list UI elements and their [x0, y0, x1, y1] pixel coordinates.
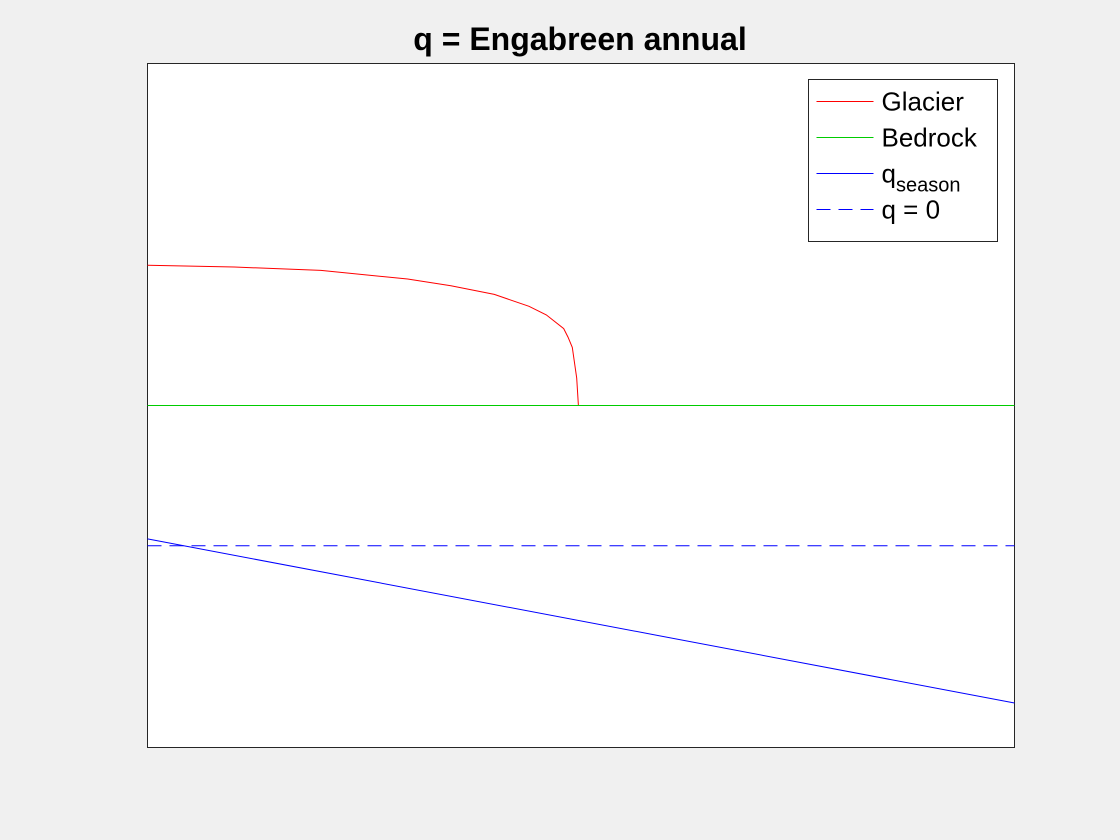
- series-line-q-season: [147, 538, 1015, 704]
- legend-label-subscript: season: [896, 175, 961, 197]
- legend-label-q-season: qseason: [882, 159, 961, 197]
- series-line-glacier: [147, 264, 579, 406]
- plot-area: [147, 264, 1015, 704]
- chart-title: q = Engabreen annual: [413, 21, 746, 57]
- legend-label-glacier: Glacier: [882, 87, 965, 117]
- legend-label-bedrock: Bedrock: [882, 123, 978, 153]
- legend-label-base: q: [882, 159, 896, 189]
- legend-box: [808, 79, 998, 242]
- legend-label-q-0: q = 0: [882, 195, 941, 225]
